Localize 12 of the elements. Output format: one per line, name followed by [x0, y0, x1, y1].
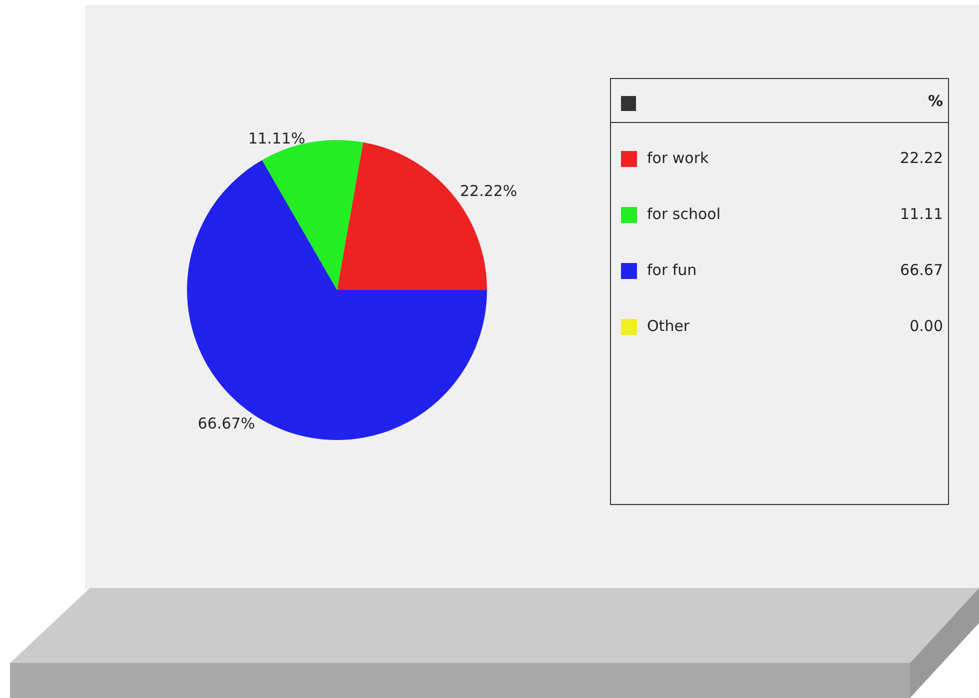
- text: 22.22%: [460, 182, 518, 200]
- data-label: 66.67: [900, 261, 943, 279]
- legend-label: Other: [647, 317, 690, 335]
- legend-title: %: [928, 92, 943, 110]
- data-label: 22.22: [900, 149, 943, 167]
- legend-label: for school: [647, 205, 720, 223]
- data-label: 11.11: [900, 205, 943, 223]
- legend-label: for work: [647, 149, 709, 167]
- text: 66.67%: [198, 414, 255, 432]
- text: 11.11%: [248, 129, 306, 148]
- text: 0.00: [910, 317, 943, 335]
- legend-label: for fun: [647, 261, 697, 279]
